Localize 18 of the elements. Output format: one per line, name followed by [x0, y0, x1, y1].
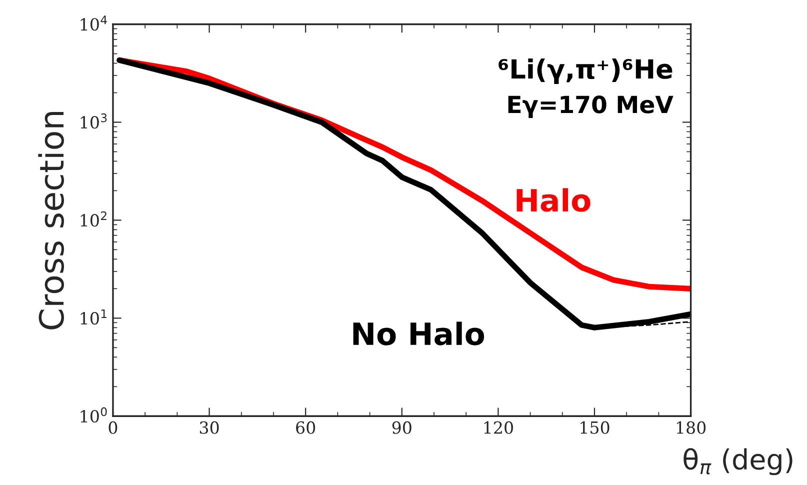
y-tick-label: 10$^{3}$ [80, 113, 107, 129]
x-tick-label: 180 [676, 421, 706, 434]
series-label: No Halo [353, 322, 484, 346]
x-tick-label: 0 [108, 421, 118, 434]
annotation: ⁶Li(γ,π⁺)⁶He [498, 58, 672, 84]
y-tick-label: 10$^{0}$ [80, 407, 107, 423]
y-tick-label: 10$^{4}$ [80, 16, 107, 31]
series-label: Halo [516, 188, 590, 212]
x-tick-label: 30 [200, 421, 219, 434]
annotation: Eγ=170 MeV [508, 96, 674, 118]
x-axis-title: θ$_{π}$ (deg) [684, 448, 792, 476]
x-tick-label: 60 [296, 421, 316, 434]
y-tick-label: 10$^{2}$ [80, 211, 106, 227]
y-tick-label: 10$^{1}$ [80, 309, 106, 325]
x-tick-label: 90 [392, 421, 412, 434]
y-axis-title: Cross section [38, 112, 64, 330]
x-tick-label: 150 [580, 421, 610, 434]
x-tick-label: 120 [484, 421, 513, 434]
